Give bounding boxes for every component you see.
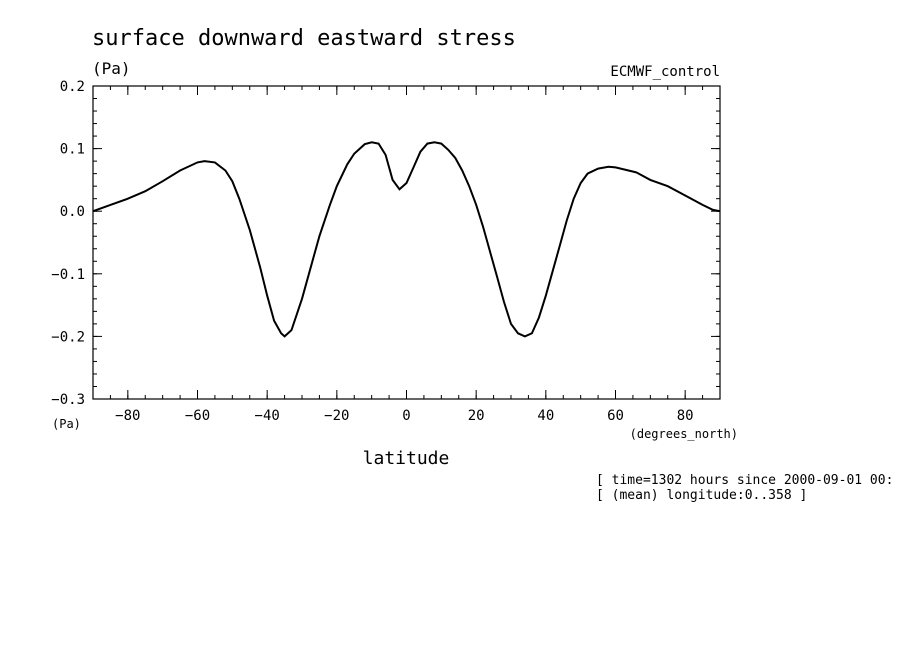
x-tick-label: 80 bbox=[677, 408, 694, 424]
y-unit-label-bottom: (Pa) bbox=[52, 417, 81, 431]
y-ticks bbox=[93, 85, 720, 400]
info-line-time: [ time=1302 hours since 2000-09-01 00: bbox=[596, 473, 893, 488]
x-tick-label: 60 bbox=[607, 408, 624, 424]
x-tick-label: −20 bbox=[324, 408, 349, 424]
y-tick-label: 0.0 bbox=[60, 204, 85, 220]
y-tick-label: −0.3 bbox=[51, 392, 85, 408]
y-tick-label: −0.1 bbox=[51, 267, 85, 283]
y-tick-label: −0.2 bbox=[51, 329, 85, 345]
x-axis-label: latitude bbox=[363, 448, 450, 469]
y-tick-label: 0.1 bbox=[60, 142, 85, 158]
series-line bbox=[92, 141, 721, 338]
x-tick-label: −80 bbox=[115, 408, 140, 424]
y-tick-labels: −0.3 −0.2 −0.1 0.0 0.1 0.2 bbox=[51, 79, 85, 408]
x-tick-label: 0 bbox=[402, 408, 410, 424]
chart-title: surface downward eastward stress bbox=[92, 26, 516, 51]
x-tick-label: −40 bbox=[255, 408, 280, 424]
x-tick-label: 40 bbox=[537, 408, 554, 424]
x-ticks bbox=[92, 86, 721, 399]
source-label: ECMWF_control bbox=[610, 64, 720, 80]
y-unit-label: (Pa) bbox=[92, 59, 131, 78]
info-line-longitude: [ (mean) longitude:0..358 ] bbox=[596, 488, 807, 503]
x-tick-labels: −80 −60 −40 −20 0 20 40 60 80 bbox=[115, 408, 693, 424]
plot-frame bbox=[92, 85, 721, 400]
x-tick-label: 20 bbox=[468, 408, 485, 424]
x-unit-label: (degrees_north) bbox=[630, 427, 738, 441]
x-tick-label: −60 bbox=[185, 408, 210, 424]
y-tick-label: 0.2 bbox=[60, 79, 85, 95]
